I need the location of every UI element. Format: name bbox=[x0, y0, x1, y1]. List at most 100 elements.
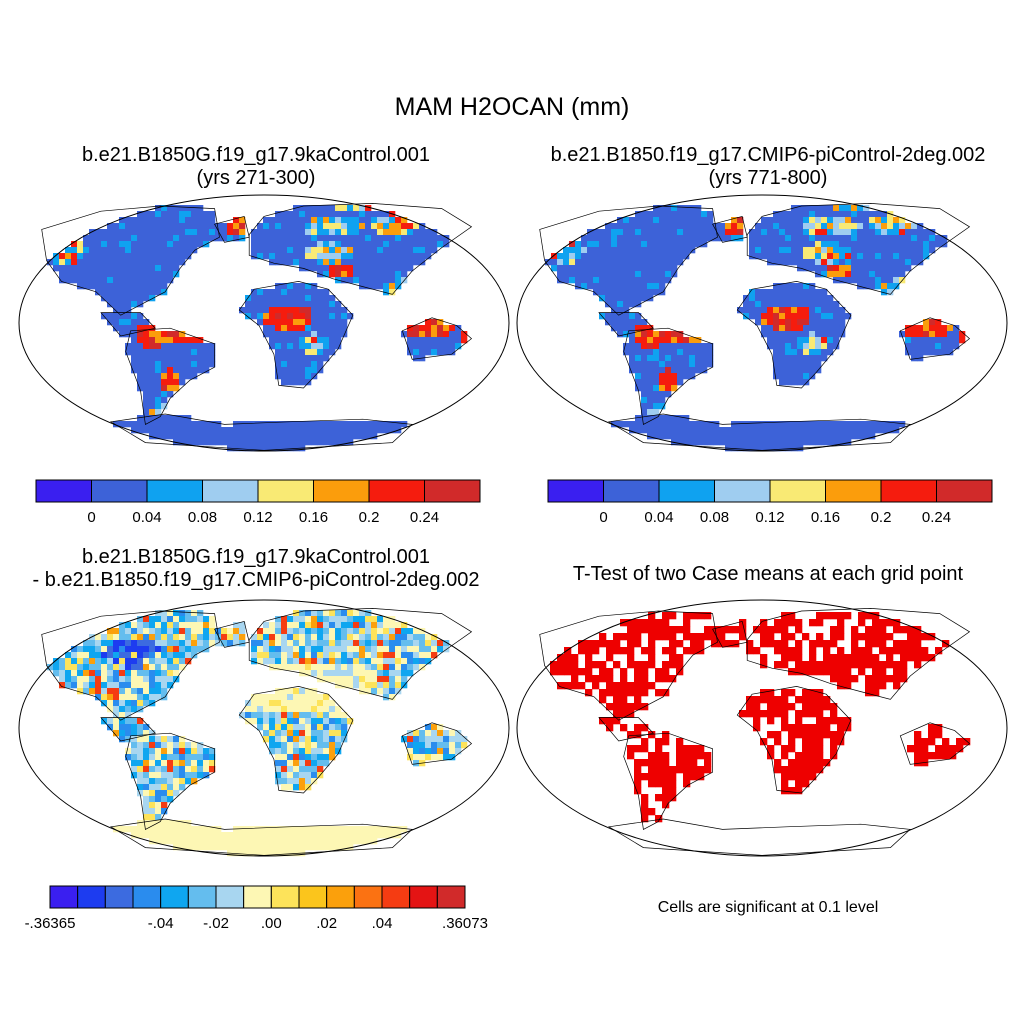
map-cell bbox=[143, 814, 150, 821]
map-cell bbox=[149, 421, 156, 428]
map-cell bbox=[299, 700, 306, 707]
map-cell bbox=[347, 676, 354, 683]
map-cell bbox=[671, 421, 678, 428]
map-cell bbox=[173, 211, 180, 218]
map-cell bbox=[785, 331, 792, 338]
map-cell bbox=[704, 766, 712, 774]
map-cell bbox=[77, 682, 84, 689]
map-cell bbox=[347, 223, 354, 230]
map-cell bbox=[774, 766, 782, 774]
map-cell bbox=[662, 794, 670, 802]
map-cell bbox=[833, 343, 840, 350]
map-cell bbox=[743, 313, 750, 320]
map-cell bbox=[809, 247, 816, 254]
map-cell bbox=[851, 427, 858, 434]
map-cell bbox=[311, 241, 318, 248]
map-cell bbox=[921, 745, 929, 753]
map-cell bbox=[281, 730, 288, 737]
map-cell bbox=[401, 235, 408, 242]
map-cell bbox=[617, 289, 624, 296]
map-cell bbox=[760, 689, 768, 697]
map-cell bbox=[839, 217, 846, 224]
map-cell bbox=[335, 439, 342, 446]
map-cell bbox=[191, 217, 198, 224]
map-cell bbox=[816, 703, 824, 711]
map-cell bbox=[823, 703, 831, 711]
map-cell bbox=[245, 421, 252, 428]
map-cell bbox=[191, 832, 198, 839]
map-cell bbox=[389, 826, 396, 833]
map-cell bbox=[785, 313, 792, 320]
map-cell bbox=[704, 626, 712, 634]
map-cell bbox=[581, 265, 588, 272]
map-cell bbox=[803, 235, 810, 242]
map-cell bbox=[305, 646, 312, 653]
map-cell bbox=[641, 427, 648, 434]
map-cell bbox=[173, 826, 180, 833]
map-cell bbox=[781, 773, 789, 781]
map-cell bbox=[809, 301, 816, 308]
map-cell bbox=[851, 247, 858, 254]
map-cell bbox=[275, 658, 282, 665]
map-cell bbox=[809, 265, 816, 272]
map-cell bbox=[143, 772, 150, 779]
map-cell bbox=[209, 844, 216, 851]
map-cell bbox=[665, 385, 672, 392]
map-cell bbox=[149, 433, 156, 440]
map-cell bbox=[113, 634, 120, 641]
map-cell bbox=[767, 253, 774, 260]
map-cell bbox=[617, 253, 624, 260]
map-cell bbox=[239, 634, 246, 641]
map-cell bbox=[83, 688, 90, 695]
map-cell bbox=[275, 259, 282, 266]
map-cell bbox=[858, 619, 866, 627]
map-cell bbox=[869, 247, 876, 254]
map-cell bbox=[879, 647, 887, 655]
map-cell bbox=[179, 421, 186, 428]
map-cell bbox=[161, 610, 168, 617]
map-cell bbox=[662, 612, 670, 620]
map-cell bbox=[329, 844, 336, 851]
colorbar-case2: 0 0.04 0.08 0.12 0.16 0.2 0.24 bbox=[547, 479, 993, 526]
map-cell bbox=[143, 241, 150, 248]
map-cell bbox=[275, 325, 282, 332]
map-cell bbox=[137, 211, 144, 218]
map-cell bbox=[347, 616, 354, 623]
map-cell bbox=[431, 640, 438, 647]
map-cell bbox=[299, 379, 306, 386]
map-cell bbox=[293, 760, 300, 767]
map-cell bbox=[317, 658, 324, 665]
map-cell bbox=[623, 325, 630, 332]
map-cell bbox=[263, 844, 270, 851]
map-cell bbox=[827, 259, 834, 266]
map-cell bbox=[311, 712, 318, 719]
map-cell bbox=[779, 223, 786, 230]
map-cell bbox=[797, 337, 804, 344]
map-cell bbox=[107, 682, 114, 689]
map-cell bbox=[858, 647, 866, 655]
map-cell bbox=[647, 415, 654, 422]
map-cell bbox=[131, 646, 138, 653]
coastline-path bbox=[100, 717, 156, 742]
map-cell bbox=[305, 844, 312, 851]
map-cell bbox=[317, 331, 324, 338]
map-cell bbox=[634, 640, 642, 648]
map-cell bbox=[947, 343, 954, 350]
map-cell bbox=[655, 738, 663, 746]
map-cell bbox=[95, 247, 102, 254]
map-cell bbox=[659, 271, 666, 278]
map-cell bbox=[371, 427, 378, 434]
map-cell bbox=[743, 433, 750, 440]
map-cell bbox=[125, 718, 132, 725]
map-cell bbox=[662, 787, 670, 795]
map-cell bbox=[281, 211, 288, 218]
map-cell bbox=[89, 688, 96, 695]
map-cell bbox=[461, 742, 468, 749]
map-cell bbox=[893, 661, 901, 669]
map-cell bbox=[761, 217, 768, 224]
map-cell bbox=[353, 634, 360, 641]
map-cell bbox=[293, 427, 300, 434]
map-cell bbox=[911, 253, 918, 260]
map-cell bbox=[953, 343, 960, 350]
map-cell bbox=[659, 253, 666, 260]
